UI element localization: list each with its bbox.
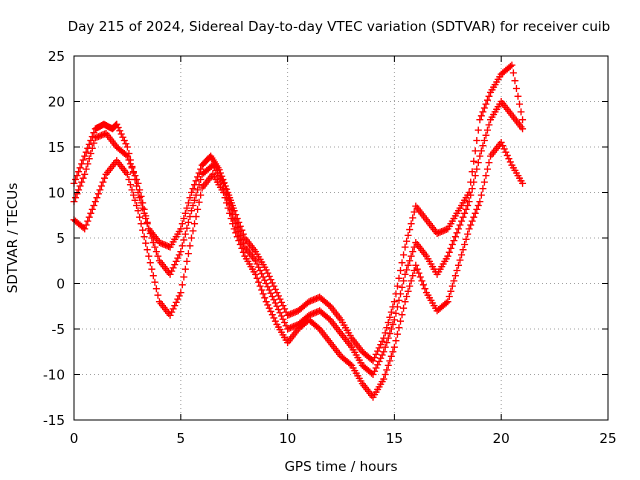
x-tick-label: 25: [599, 431, 616, 447]
y-tick-label: -5: [52, 322, 65, 338]
grid-layer: [74, 56, 608, 420]
series-track-1: [70, 61, 527, 365]
y-tick-label: 5: [56, 231, 65, 247]
data-points: [70, 61, 527, 401]
series-track-3: [70, 138, 527, 401]
axis-ticks: 0 5 10 15 20 25 -15 -10 -5 0 5 10 15 20 25: [43, 49, 617, 447]
x-axis-label: GPS time / hours: [284, 459, 397, 475]
x-tick-label: 10: [279, 431, 296, 447]
y-tick-label: 0: [56, 277, 65, 293]
chart-title: Day 215 of 2024, Sidereal Day-to-day VTE…: [68, 19, 610, 35]
x-tick-label: 15: [386, 431, 403, 447]
y-tick-label: 20: [48, 95, 65, 111]
plus-markers: [70, 61, 527, 365]
plus-markers: [70, 138, 527, 401]
x-tick-label: 20: [493, 431, 510, 447]
y-tick-label: 10: [48, 186, 65, 202]
y-tick-label: 25: [48, 49, 65, 65]
x-tick-label: 5: [177, 431, 186, 447]
y-axis-label: SDTVAR / TECUs: [5, 183, 21, 293]
x-tick-label: 0: [70, 431, 79, 447]
y-tick-label: -10: [43, 368, 65, 384]
y-tick-label: -15: [43, 413, 65, 429]
y-tick-label: 15: [48, 140, 65, 156]
